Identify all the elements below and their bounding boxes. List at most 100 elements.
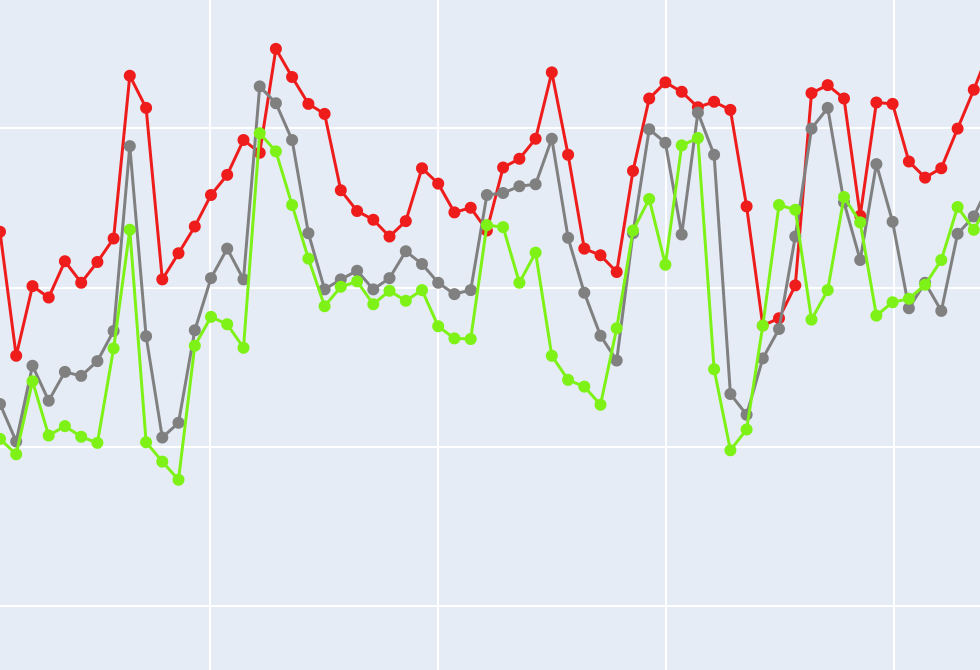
series-2-point-2[interactable]	[26, 359, 39, 372]
series-1-point-6[interactable]	[91, 256, 104, 268]
series-3-point-59[interactable]	[951, 201, 964, 213]
series-1-point-24[interactable]	[383, 230, 396, 243]
series-2-point-58[interactable]	[935, 304, 948, 317]
series-1-point-57[interactable]	[919, 171, 932, 184]
series-2-point-17[interactable]	[269, 97, 282, 110]
series-1-point-60[interactable]	[967, 83, 980, 96]
series-2-point-35[interactable]	[562, 231, 575, 244]
series-1-point-29[interactable]	[464, 201, 477, 214]
series-3-point-24[interactable]	[383, 284, 396, 297]
series-1-point-36[interactable]	[578, 242, 591, 255]
series-3-point-26[interactable]	[416, 284, 428, 297]
series-3-point-17[interactable]	[269, 145, 282, 158]
series-3-point-35[interactable]	[562, 373, 575, 386]
series-1-point-12[interactable]	[188, 220, 201, 233]
series-3-point-14[interactable]	[221, 318, 234, 331]
series-2-point-51[interactable]	[821, 101, 834, 114]
series-2-point-33[interactable]	[529, 178, 542, 191]
series-1-point-4[interactable]	[58, 255, 71, 268]
series-3-point-10[interactable]	[156, 455, 169, 468]
series-2-point-13[interactable]	[205, 272, 217, 285]
series-2-point-36[interactable]	[578, 286, 591, 299]
series-3-point-21[interactable]	[334, 280, 347, 293]
series-3-point-18[interactable]	[286, 199, 299, 211]
series-3-point-7[interactable]	[107, 342, 120, 355]
series-3-point-40[interactable]	[643, 193, 656, 205]
series-3-point-38[interactable]	[610, 322, 623, 335]
series-1-point-40[interactable]	[643, 92, 656, 105]
series-1-point-58[interactable]	[935, 162, 948, 175]
series-3-point-41[interactable]	[659, 258, 672, 271]
series-1-point-50[interactable]	[805, 87, 818, 100]
series-3-point-42[interactable]	[675, 139, 688, 152]
series-3-point-52[interactable]	[838, 191, 850, 203]
series-2-point-40[interactable]	[643, 123, 656, 136]
series-2-point-32[interactable]	[513, 180, 526, 193]
series-3-point-6[interactable]	[91, 436, 104, 449]
series-1-point-14[interactable]	[221, 168, 234, 181]
series-3-point-12[interactable]	[188, 339, 201, 352]
series-1-point-55[interactable]	[886, 97, 899, 110]
series-2-point-15[interactable]	[237, 273, 250, 286]
series-1-point-46[interactable]	[740, 200, 753, 213]
series-3-point-0[interactable]	[0, 432, 6, 445]
series-2-point-47[interactable]	[756, 352, 769, 365]
series-1-point-42[interactable]	[675, 85, 688, 98]
series-3-point-22[interactable]	[351, 275, 364, 288]
series-1-point-19[interactable]	[302, 97, 315, 110]
series-3-point-55[interactable]	[886, 296, 899, 309]
series-1-point-37[interactable]	[594, 249, 607, 262]
series-2-point-9[interactable]	[140, 330, 153, 343]
series-3-point-37[interactable]	[594, 398, 607, 411]
series-2-point-50[interactable]	[805, 122, 818, 135]
series-1-point-22[interactable]	[351, 205, 364, 217]
series-2-point-6[interactable]	[91, 355, 104, 368]
series-3-point-4[interactable]	[58, 420, 71, 433]
series-2-point-0[interactable]	[0, 398, 6, 410]
series-1-point-18[interactable]	[286, 71, 299, 83]
series-3-point-50[interactable]	[805, 313, 818, 326]
series-3-point-1[interactable]	[10, 448, 23, 461]
series-1-point-56[interactable]	[902, 155, 915, 168]
series-1-point-23[interactable]	[367, 213, 380, 226]
series-1-point-34[interactable]	[545, 66, 558, 79]
series-3-point-19[interactable]	[302, 252, 315, 265]
series-2-point-24[interactable]	[383, 272, 396, 285]
series-3-point-58[interactable]	[935, 254, 948, 266]
series-1-point-33[interactable]	[529, 132, 542, 145]
series-1-point-11[interactable]	[172, 247, 185, 260]
series-1-point-39[interactable]	[627, 164, 639, 177]
series-3-point-25[interactable]	[399, 294, 412, 307]
series-3-point-39[interactable]	[627, 224, 639, 237]
series-2-point-55[interactable]	[886, 215, 899, 228]
series-2-point-4[interactable]	[58, 365, 71, 378]
series-3-point-44[interactable]	[708, 363, 721, 376]
series-3-point-53[interactable]	[854, 216, 867, 229]
series-2-point-43[interactable]	[691, 106, 704, 119]
series-2-point-5[interactable]	[75, 369, 88, 382]
series-1-point-27[interactable]	[432, 177, 445, 190]
series-1-point-31[interactable]	[497, 161, 510, 174]
series-1-point-38[interactable]	[610, 266, 623, 278]
series-3-point-5[interactable]	[75, 430, 88, 443]
series-3-point-57[interactable]	[919, 278, 932, 291]
series-1-point-15[interactable]	[237, 134, 250, 146]
series-2-point-37[interactable]	[594, 329, 607, 342]
series-2-point-18[interactable]	[286, 134, 299, 146]
series-2-point-44[interactable]	[708, 148, 721, 161]
series-1-point-13[interactable]	[205, 189, 217, 201]
series-1-point-17[interactable]	[269, 42, 282, 55]
series-2-point-27[interactable]	[432, 276, 445, 289]
series-2-point-12[interactable]	[188, 324, 201, 337]
series-3-point-3[interactable]	[42, 429, 55, 442]
series-1-point-10[interactable]	[156, 273, 169, 286]
series-2-point-19[interactable]	[302, 227, 315, 240]
series-1-point-54[interactable]	[870, 96, 883, 109]
series-1-point-44[interactable]	[708, 95, 721, 108]
series-3-point-48[interactable]	[773, 199, 785, 211]
series-1-point-59[interactable]	[951, 122, 964, 135]
series-3-point-45[interactable]	[724, 444, 737, 457]
series-3-point-31[interactable]	[497, 221, 510, 234]
series-3-point-33[interactable]	[529, 246, 542, 259]
series-2-point-54[interactable]	[870, 158, 883, 171]
